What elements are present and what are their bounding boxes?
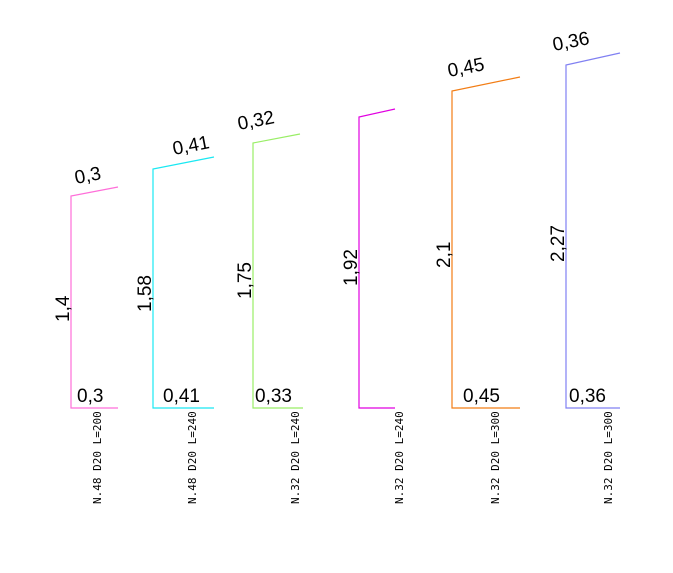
rebar-shape-2: 0,41 1,58 0,41 N.48 D20 L=240 xyxy=(135,132,215,504)
rebar-6-bottom-leg-label: 0,36 xyxy=(569,386,606,407)
rebar-shape-3: 0,32 1,75 0,33 N.32 D20 L=240 xyxy=(235,107,303,504)
rebar-6-top-leg-label: 0,36 xyxy=(551,28,591,56)
rebar-1-spec-label: N.48 D20 L=200 xyxy=(91,411,104,504)
rebar-2-height-label: 1,58 xyxy=(135,275,156,312)
rebar-1-outline xyxy=(70,186,119,409)
rebar-shape-4: 1,92 N.32 D20 L=240 xyxy=(341,108,406,504)
rebar-5-top-leg-label: 0,45 xyxy=(446,54,486,82)
rebar-4-spec-label: N.32 D20 L=240 xyxy=(393,411,406,504)
rebar-4-height-label: 1,92 xyxy=(341,249,362,286)
rebar-6-outline xyxy=(565,52,621,409)
rebar-6-height-label: 2,27 xyxy=(548,225,569,262)
rebar-5-bottom-leg-label: 0,45 xyxy=(463,386,500,407)
rebar-3-outline xyxy=(252,133,303,409)
rebar-3-top-leg-label: 0,32 xyxy=(236,107,276,135)
rebar-5-outline xyxy=(451,76,521,409)
rebar-5-height-label: 2,1 xyxy=(434,242,455,268)
rebar-1-top-leg-label: 0,3 xyxy=(73,163,103,189)
rebar-shape-6: 0,36 2,27 0,36 N.32 D20 L=300 xyxy=(548,28,621,504)
rebar-4-outline xyxy=(358,108,396,409)
rebar-1-bottom-leg-label: 0,3 xyxy=(77,386,103,407)
rebar-2-bottom-leg-label: 0,41 xyxy=(163,386,200,407)
rebar-6-spec-label: N.32 D20 L=300 xyxy=(602,411,615,504)
rebar-3-height-label: 1,75 xyxy=(235,262,256,299)
rebar-1-height-label: 1,4 xyxy=(53,295,74,322)
rebar-shape-1: 0,3 1,4 0,3 N.48 D20 L=200 xyxy=(53,163,119,504)
rebar-5-spec-label: N.32 D20 L=300 xyxy=(489,411,502,504)
rebar-2-top-leg-label: 0,41 xyxy=(171,132,211,160)
rebar-2-spec-label: N.48 D20 L=240 xyxy=(186,411,199,504)
rebar-2-outline xyxy=(152,156,215,409)
rebar-3-spec-label: N.32 D20 L=240 xyxy=(289,411,302,504)
rebar-3-bottom-leg-label: 0,33 xyxy=(255,386,292,407)
rebar-shape-5: 0,45 2,1 0,45 N.32 D20 L=300 xyxy=(434,54,521,504)
